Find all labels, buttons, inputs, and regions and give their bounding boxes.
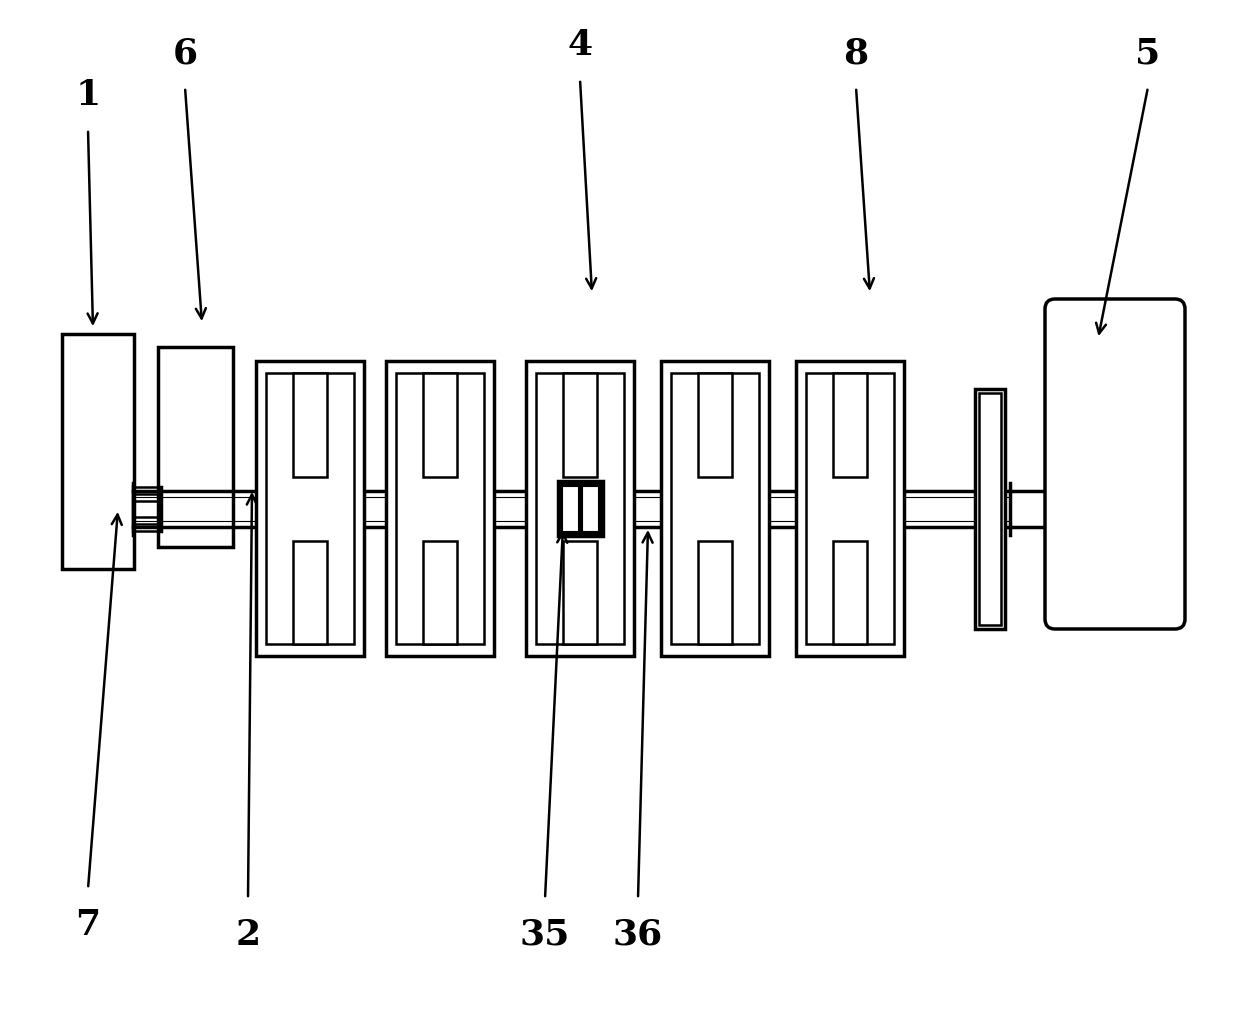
Bar bbox=[386, 362, 494, 656]
Bar bbox=[980, 393, 1001, 626]
Bar bbox=[562, 486, 578, 532]
FancyBboxPatch shape bbox=[1045, 300, 1185, 630]
Text: 36: 36 bbox=[613, 917, 663, 951]
Bar bbox=[62, 334, 134, 570]
Text: 35: 35 bbox=[520, 917, 570, 951]
Text: 6: 6 bbox=[172, 36, 197, 70]
Bar bbox=[396, 374, 484, 644]
Text: 4: 4 bbox=[568, 28, 593, 62]
Text: 7: 7 bbox=[76, 907, 100, 942]
Bar bbox=[582, 486, 598, 532]
Bar bbox=[536, 374, 624, 644]
Bar bbox=[975, 389, 1004, 630]
Bar bbox=[255, 362, 365, 656]
Text: 5: 5 bbox=[1136, 36, 1161, 70]
Bar bbox=[423, 541, 458, 644]
Bar bbox=[563, 374, 596, 478]
Bar bbox=[293, 374, 327, 478]
Bar bbox=[563, 541, 596, 644]
Bar bbox=[661, 362, 769, 656]
Bar bbox=[698, 541, 732, 644]
Text: 1: 1 bbox=[76, 77, 100, 112]
Bar bbox=[671, 374, 759, 644]
Text: 8: 8 bbox=[843, 36, 868, 70]
Bar bbox=[423, 374, 458, 478]
Bar bbox=[806, 374, 894, 644]
Bar bbox=[526, 362, 634, 656]
Bar bbox=[833, 541, 867, 644]
Bar bbox=[796, 362, 904, 656]
Bar bbox=[267, 374, 353, 644]
Bar bbox=[157, 347, 233, 547]
Bar bbox=[698, 374, 732, 478]
Bar bbox=[833, 374, 867, 478]
Bar bbox=[558, 482, 603, 536]
Text: 2: 2 bbox=[236, 917, 260, 951]
Bar bbox=[293, 541, 327, 644]
